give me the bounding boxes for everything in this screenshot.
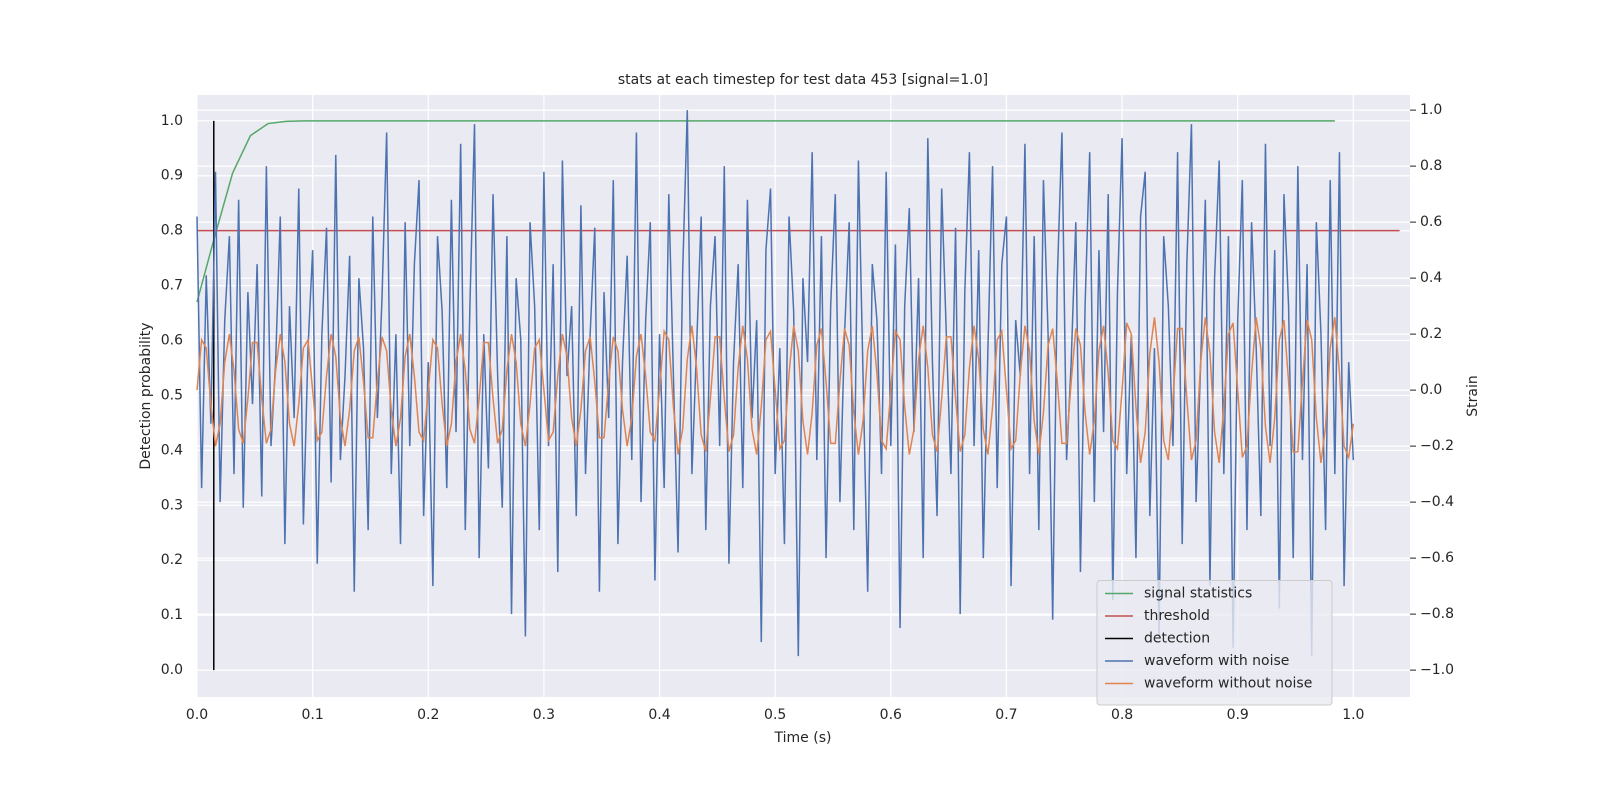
x-axis-label: Time (s) <box>774 730 832 746</box>
marks <box>196 110 1400 671</box>
legend-label: detection <box>1144 631 1210 647</box>
y-tick-label: 0.2 <box>161 552 183 568</box>
y-tick-label: 0.4 <box>161 442 183 458</box>
y2-tick-label: 0.0 <box>1420 382 1442 398</box>
x-tick-label: 0.1 <box>302 707 324 723</box>
y-axis-label: Detection probability <box>138 322 154 469</box>
y-tick-label: 0.8 <box>161 223 183 239</box>
x-tick-label: 0.5 <box>764 707 786 723</box>
x-tick-label: 0.9 <box>1227 707 1249 723</box>
x-tick-label: 0.3 <box>533 707 555 723</box>
legend-label: waveform with noise <box>1144 653 1289 669</box>
y-tick-label: 0.9 <box>161 168 183 184</box>
y-tick-label: 1.0 <box>161 113 183 129</box>
y2-tick-label: −0.2 <box>1420 438 1454 454</box>
x-tick-label: 0.4 <box>648 707 670 723</box>
series-line <box>196 110 1355 657</box>
y-tick-label: 0.3 <box>161 497 183 513</box>
y-tick-label: 0.5 <box>161 387 183 403</box>
x-tick-label: 0.8 <box>1111 707 1133 723</box>
legend: signal statistics threshold detection wavef… <box>1096 580 1333 706</box>
legend-box <box>1096 580 1333 706</box>
y2-tick-label: 0.4 <box>1420 270 1442 286</box>
x-tick-label: 0.2 <box>417 707 439 723</box>
legend-label: threshold <box>1144 608 1210 624</box>
legend-label: signal statistics <box>1144 586 1252 602</box>
y-tick-label: 0.6 <box>161 333 183 349</box>
y2-tick-label: −0.8 <box>1420 606 1454 622</box>
legend-label: waveform without noise <box>1144 676 1312 692</box>
series-line <box>196 317 1355 464</box>
series-line <box>196 120 1335 303</box>
chart-title: stats at each timestep for test data 453… <box>618 72 988 88</box>
x-tick-label: 0.6 <box>880 707 902 723</box>
y2-tick-label: −1.0 <box>1420 662 1454 678</box>
y2-tick-label: 0.2 <box>1420 326 1442 342</box>
x-tick-label: 0.0 <box>186 707 208 723</box>
y2-tick-label: 0.8 <box>1420 158 1442 174</box>
x-tick-label: 0.7 <box>995 707 1017 723</box>
y-tick-label: 0.0 <box>161 662 183 678</box>
y-tick-label: 0.7 <box>161 278 183 294</box>
y2-tick-label: 0.6 <box>1420 214 1442 230</box>
y2-tick-label: −0.4 <box>1420 494 1454 510</box>
y2-axis-label: Strain <box>1465 375 1481 416</box>
y-tick-label: 0.1 <box>161 607 183 623</box>
y2-tick-label: 1.0 <box>1420 102 1442 118</box>
y2-tick-label: −0.6 <box>1420 550 1454 566</box>
x-tick-label: 1.0 <box>1342 707 1364 723</box>
